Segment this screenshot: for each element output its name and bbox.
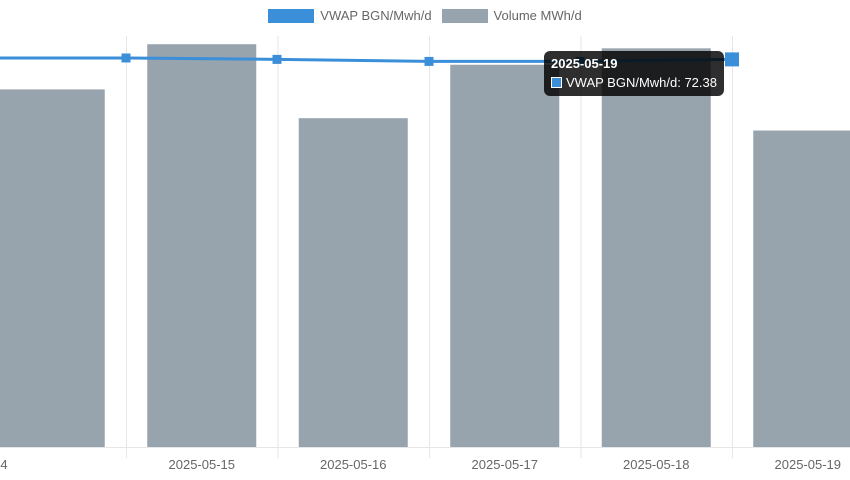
legend-label-volume: Volume MWh/d	[493, 8, 582, 23]
tooltip-row: VWAP BGN/Mwh/d: 72.38	[551, 75, 717, 90]
legend-item-vwap[interactable]: VWAP BGN/Mwh/d	[268, 8, 432, 23]
x-axis-ticks: 4 2025-05-15 2025-05-16 2025-05-17 2025-05-1…	[0, 457, 841, 472]
volume-bar	[298, 118, 408, 447]
tooltip-title: 2025-05-19	[551, 56, 618, 71]
volume-bar	[601, 48, 711, 448]
tooltip-swatch	[551, 77, 562, 88]
x-tick-label: 2025-05-17	[472, 457, 539, 472]
vwap-point	[272, 54, 282, 64]
legend: VWAP BGN/Mwh/d Volume MWh/d	[0, 8, 850, 23]
vwap-point	[121, 53, 131, 63]
volume-bar	[0, 89, 105, 448]
volume-bar	[450, 64, 560, 448]
x-tick-label: 2025-05-19	[775, 457, 842, 472]
x-tick-label: 2025-05-16	[320, 457, 387, 472]
legend-label-vwap: VWAP BGN/Mwh/d	[320, 8, 432, 23]
volume-bar	[147, 44, 257, 447]
gridlines	[0, 36, 850, 458]
volume-bar	[753, 130, 850, 447]
tooltip-label: VWAP BGN/Mwh/d: 72.38	[565, 75, 717, 90]
legend-swatch-vwap	[268, 8, 315, 23]
x-tick-label: 2025-05-18	[623, 457, 690, 472]
vwap-point	[424, 56, 434, 66]
tooltip: 2025-05-19 VWAP BGN/Mwh/d: 72.38	[544, 51, 724, 96]
vwap-point	[725, 52, 739, 67]
legend-item-volume[interactable]: Volume MWh/d	[441, 8, 582, 23]
x-tick-label: 2025-05-15	[169, 457, 236, 472]
volume-bars	[0, 44, 850, 448]
x-tick-label: 4	[0, 457, 7, 472]
legend-swatch-volume	[441, 8, 488, 23]
